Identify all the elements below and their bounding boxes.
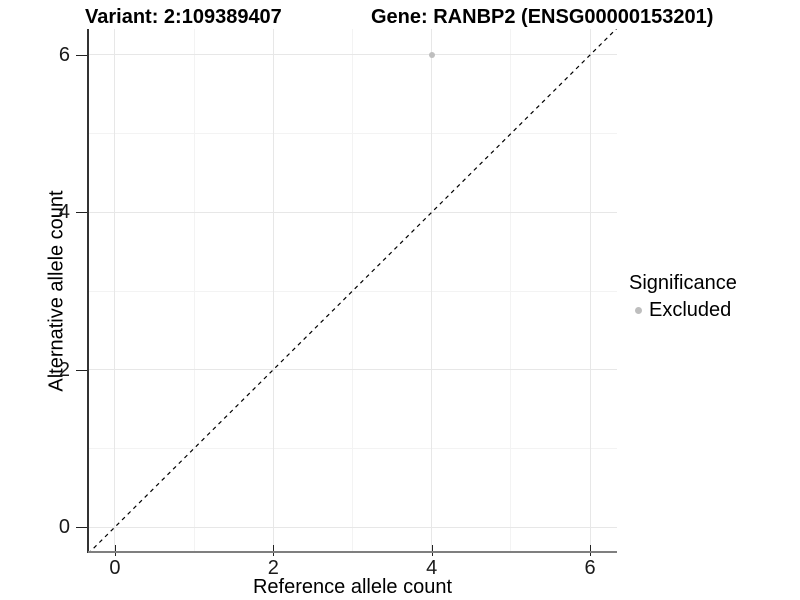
x-tick xyxy=(114,545,116,556)
y-gridline-minor xyxy=(88,447,617,449)
y-gridline-major xyxy=(88,526,617,528)
y-gridline-minor xyxy=(88,133,617,135)
y-tick xyxy=(76,527,88,529)
identity-line xyxy=(88,29,617,553)
legend-key-dot-icon xyxy=(635,306,642,314)
x-tick-label: 0 xyxy=(109,557,121,579)
x-gridline-major xyxy=(589,29,591,553)
y-gridline-major xyxy=(88,369,617,371)
x-gridline-major xyxy=(114,29,116,553)
x-tick-label: 4 xyxy=(426,557,438,579)
x-axis-title: Reference allele count xyxy=(252,576,452,598)
x-tick xyxy=(431,545,433,556)
data-point-excluded xyxy=(428,51,435,58)
y-tick-label: 6 xyxy=(58,43,70,66)
x-gridline-major xyxy=(272,29,274,553)
legend: Significance Excluded xyxy=(629,271,737,322)
legend-entry-label: Excluded xyxy=(649,299,732,321)
x-gridline-major xyxy=(431,29,433,553)
y-tick-label: 2 xyxy=(58,358,70,381)
legend-title: Significance xyxy=(629,272,737,294)
y-tick-label: 4 xyxy=(58,201,70,224)
y-tick-label: 0 xyxy=(58,516,70,539)
y-tick xyxy=(76,369,88,371)
y-gridline-minor xyxy=(88,290,617,292)
x-tick-label: 2 xyxy=(267,557,279,579)
legend-entry-excluded: Excluded xyxy=(629,298,737,322)
y-tick xyxy=(76,212,88,214)
y-tick xyxy=(76,54,88,56)
plot-title-gene: Gene: RANBP2 (ENSG00000153201) xyxy=(371,6,714,28)
x-tick xyxy=(590,545,592,556)
y-axis-line xyxy=(87,29,89,553)
plot-title-variant: Variant: 2:109389407 xyxy=(85,6,282,28)
x-axis-line xyxy=(88,551,617,553)
y-gridline-major xyxy=(88,211,617,213)
x-tick-label: 6 xyxy=(584,557,596,579)
y-gridline-major xyxy=(88,54,617,56)
x-tick xyxy=(273,545,275,556)
